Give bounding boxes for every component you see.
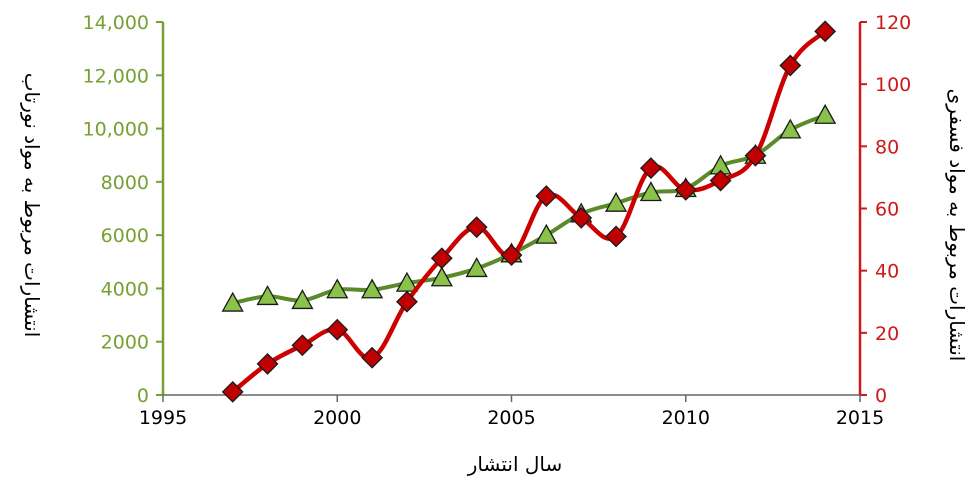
left-y-tick-label: 0	[137, 385, 149, 407]
triangle-marker	[256, 285, 279, 306]
right-y-axis-title: انتشارات مربوط به مواد فسفری	[945, 89, 969, 362]
triangle-marker	[360, 278, 384, 299]
x-tick-label: 2000	[313, 407, 361, 429]
left-y-tick-label: 4000	[101, 278, 149, 300]
diamond-marker	[709, 169, 732, 192]
diamond-marker	[256, 352, 279, 375]
left-y-ticks: 0 2000 4000 6000 8000 10,000 12,000 14,000	[83, 12, 163, 407]
diamond-marker	[291, 334, 314, 357]
right-y-tick-label: 80	[875, 136, 899, 158]
triangle-marker	[639, 181, 663, 202]
triangle-marker	[604, 191, 628, 212]
x-tick-label: 2015	[836, 407, 884, 429]
x-tick-label: 2005	[487, 407, 535, 429]
diamond-marker	[465, 216, 488, 239]
x-tick-label: 1995	[139, 407, 187, 429]
series-layer	[221, 20, 837, 403]
triangle-marker	[221, 291, 244, 312]
left-y-tick-label: 10,000	[83, 119, 149, 141]
right-y-tick-label: 20	[875, 323, 899, 345]
right-y-tick-label: 0	[875, 385, 887, 407]
diamond-marker	[396, 290, 418, 313]
diamond-marker	[814, 20, 837, 43]
diamond-marker	[430, 247, 453, 270]
x-ticks: 1995 2000 2005 2010 2015	[139, 395, 884, 429]
diamond-marker	[744, 144, 767, 167]
left-y-axis-title: انتشارات مربوط به مواد نورتاب	[20, 73, 44, 338]
diamond-marker	[605, 225, 627, 248]
right-y-tick-label: 100	[875, 74, 911, 96]
diamond-marker	[570, 206, 593, 229]
left-series-line	[230, 113, 828, 306]
triangle-marker	[465, 257, 488, 278]
x-tick-label: 2010	[662, 407, 710, 429]
right-y-tick-label: 120	[875, 12, 911, 34]
left-y-tick-label: 6000	[101, 225, 149, 247]
right-y-tick-label: 60	[875, 199, 899, 221]
right-series-line	[230, 29, 828, 395]
left-y-tick-label: 8000	[101, 172, 149, 194]
diamond-marker	[779, 54, 802, 77]
diamond-marker	[535, 185, 558, 207]
diamond-marker	[674, 178, 697, 201]
diamond-marker	[326, 318, 349, 341]
diamond-marker	[221, 380, 244, 403]
right-y-ticks: 0 20 40 60 80 100 120	[860, 12, 911, 407]
triangle-marker	[291, 289, 314, 310]
x-axis-title: سال انتشار	[467, 452, 563, 476]
triangle-marker	[535, 223, 558, 244]
triangle-marker	[326, 278, 349, 299]
left-y-tick-label: 2000	[101, 332, 149, 354]
triangle-marker	[814, 103, 837, 124]
diamond-marker	[639, 157, 662, 180]
right-y-tick-label: 40	[875, 261, 899, 283]
left-y-tick-label: 12,000	[83, 65, 149, 87]
diamond-marker	[500, 244, 523, 267]
triangle-marker	[779, 118, 802, 139]
diamond-marker	[361, 346, 384, 369]
left-y-tick-label: 14,000	[83, 12, 149, 34]
triangle-marker	[430, 266, 453, 287]
